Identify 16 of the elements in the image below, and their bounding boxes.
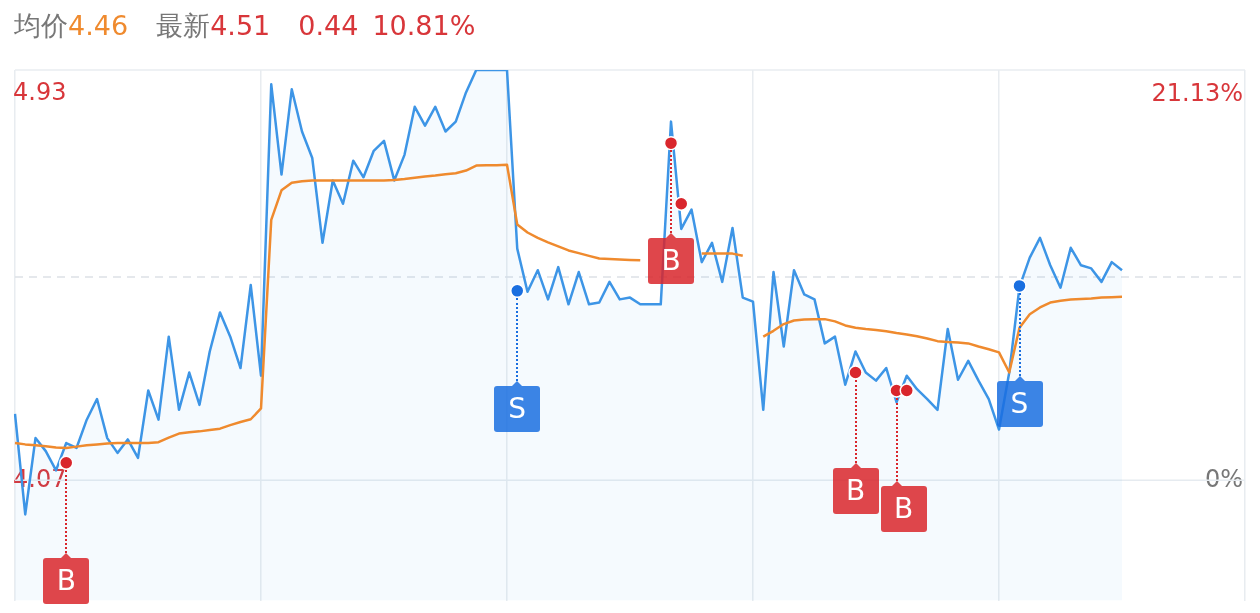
text: 0.44	[298, 10, 359, 41]
point	[848, 365, 863, 380]
text: 最新	[156, 10, 211, 41]
point	[674, 196, 689, 212]
point	[899, 383, 914, 398]
point	[59, 455, 74, 471]
text: 4.46	[68, 10, 129, 41]
text: 均价	[14, 10, 68, 41]
point	[1012, 278, 1027, 294]
text: 4.51	[210, 10, 271, 41]
text: 10.81%	[372, 10, 476, 41]
y2-tick-label: 0%	[1204, 464, 1243, 493]
point	[663, 135, 679, 151]
y-tick-label: 4.93	[13, 78, 67, 107]
point	[510, 283, 525, 299]
y2-tick-label: 21.13%	[1151, 78, 1243, 107]
